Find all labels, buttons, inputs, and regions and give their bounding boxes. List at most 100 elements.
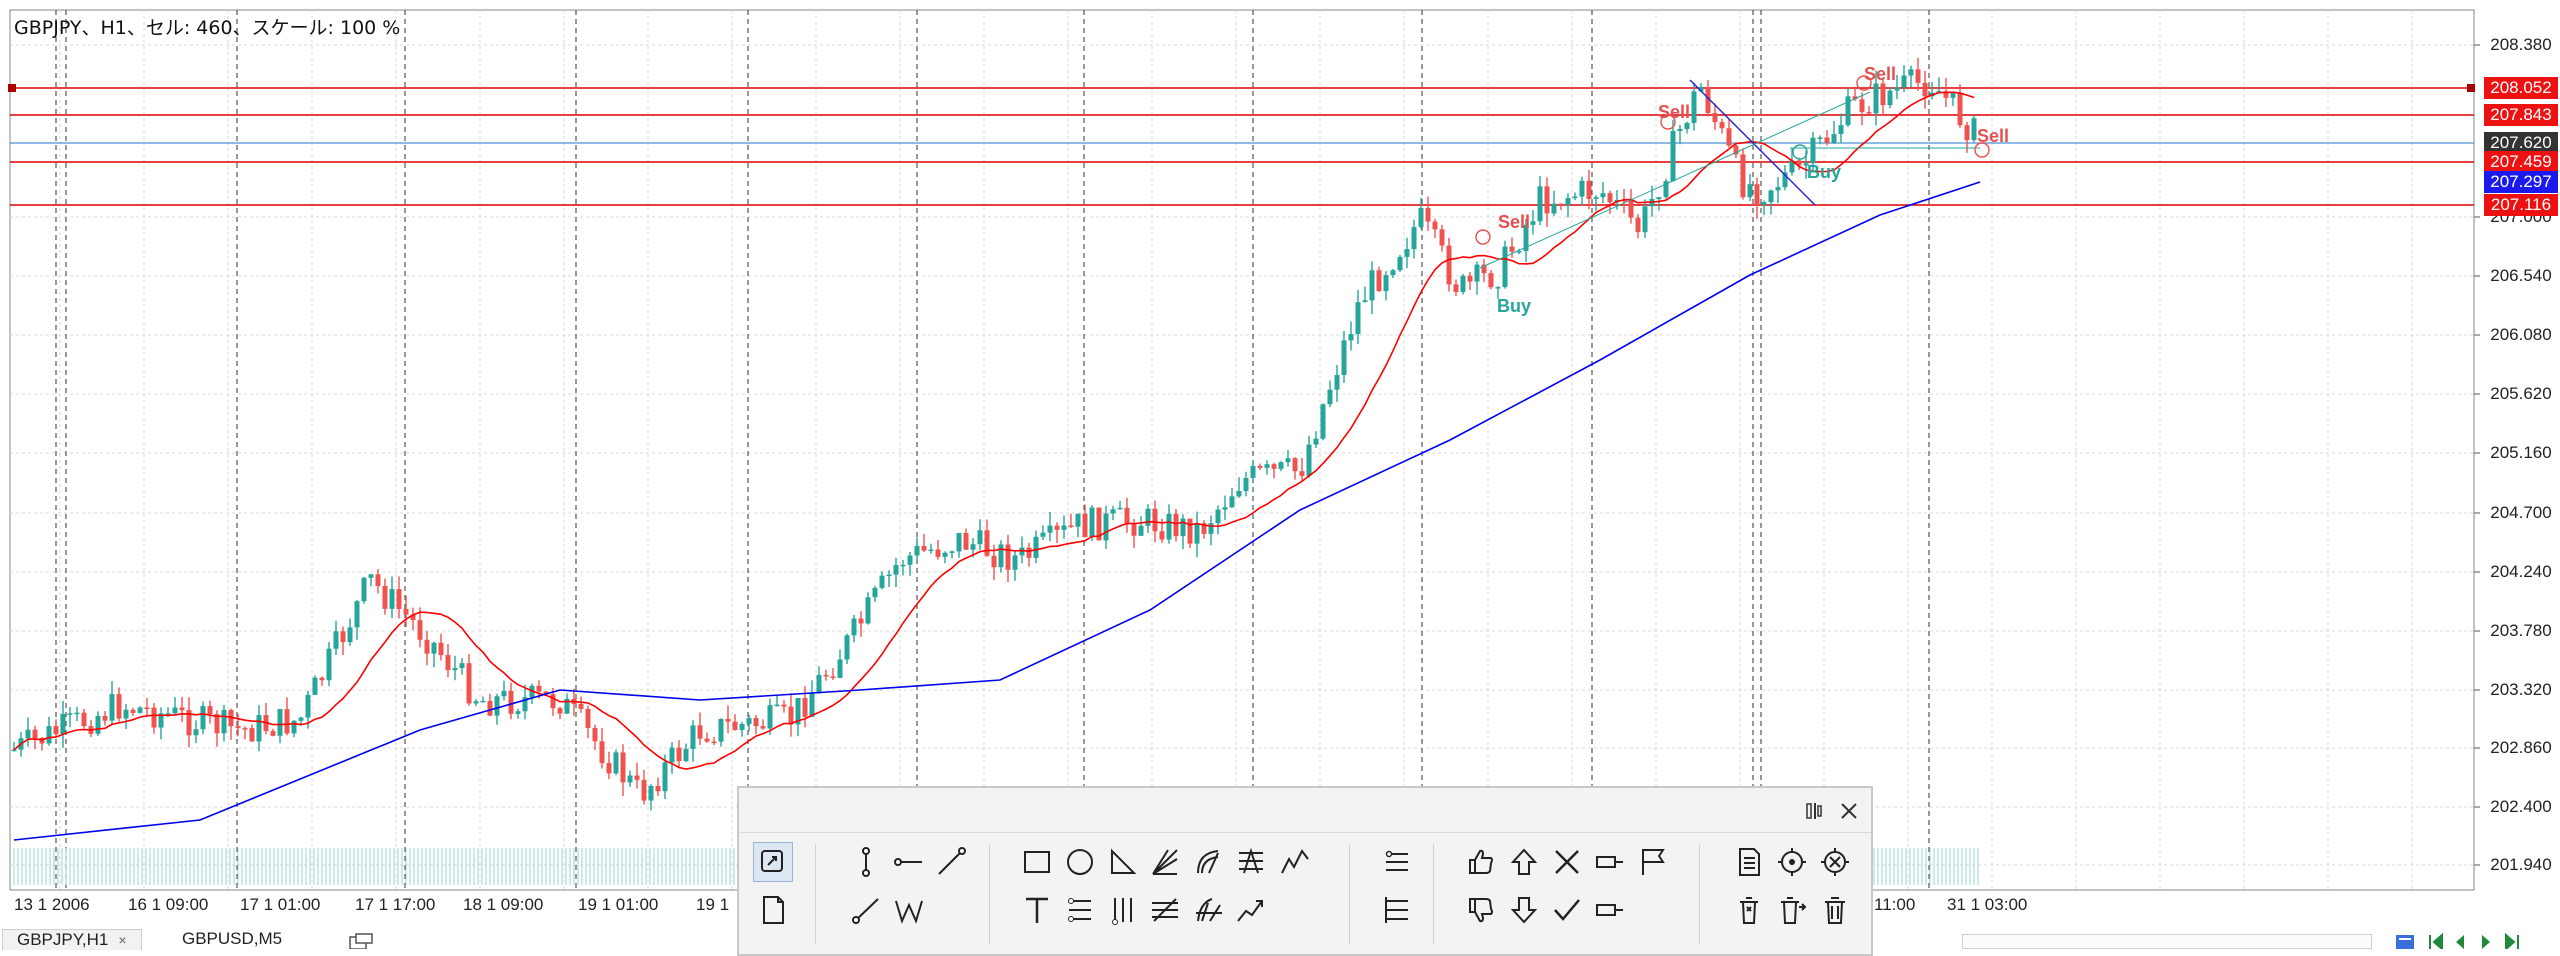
candle-body [522,697,528,712]
candle-body [46,726,52,744]
candle-body [1145,508,1151,526]
price-tick-label: 204.700 [2490,503,2552,522]
vertical-line-icon[interactable] [846,842,886,882]
trendline-icon[interactable] [931,842,971,882]
candle-body [1530,221,1536,225]
candle-body [900,564,906,567]
buy-signal-label: Buy [1497,296,1531,316]
thumbs-down-icon[interactable] [1461,890,1501,930]
price-tick-label: 201.940 [2490,855,2552,874]
candle-body [1481,264,1487,274]
tab-close-icon[interactable]: × [118,932,127,948]
fibonacci-time-icon[interactable] [1189,890,1229,930]
pitchfork-icon[interactable] [1103,890,1143,930]
price-label-right-icon[interactable] [1590,890,1630,930]
elliott-wave-icon[interactable] [1275,842,1315,882]
price-level-label: 207.297 [2484,171,2558,193]
rectangle-icon[interactable] [1017,842,1057,882]
target-cross-icon[interactable] [1815,842,1855,882]
candle-body [823,674,829,677]
crosshair-select-icon[interactable] [753,842,793,882]
candle-body [739,724,745,730]
tab-gbpjpy-h1[interactable]: GBPJPY,H1 × [2,929,142,950]
template-doc-icon[interactable] [1729,842,1769,882]
candle-body [676,747,682,762]
page-icon[interactable] [753,890,793,930]
candle-body [1208,523,1214,534]
candle-body [508,690,514,714]
candle-body [921,546,927,551]
candle-body [165,713,171,715]
candle-body [1768,190,1774,203]
price-label-left-icon[interactable] [1590,842,1630,882]
candle-body [1551,203,1557,214]
triangle-icon[interactable] [1103,842,1143,882]
candle-body [291,720,297,734]
equidistant-channel-icon[interactable] [1060,890,1100,930]
trendline-up-1 [1479,91,1871,269]
arrow-down-icon[interactable] [1504,890,1544,930]
candle-body [984,530,990,556]
trash-icon[interactable] [1815,890,1855,930]
candle-body [1033,536,1039,558]
tab-gbpusd-m5[interactable]: GBPUSD,M5 [168,929,296,949]
channel-regression-icon[interactable] [1377,890,1417,930]
candle-body [851,618,857,636]
text-icon[interactable] [1017,890,1057,930]
price-tick-label: 203.780 [2490,621,2552,640]
wave-w-icon[interactable] [889,890,929,930]
candle-body [249,728,255,742]
candle-body [1334,374,1340,390]
trendline-angle-icon[interactable] [846,890,886,930]
candle-body [1467,275,1473,282]
horizontal-scrollbar[interactable] [1962,934,2372,949]
delete-all-icon[interactable] [1772,890,1812,930]
price-level-label: 207.459 [2484,151,2558,173]
candle-body [193,729,199,736]
flag-icon[interactable] [1632,842,1672,882]
time-tick-label: 19 1 [696,895,730,914]
time-tick-label: 13 1 2006 [14,895,90,914]
candle-body [1901,75,1907,88]
candle-body [893,565,899,575]
candle-body [1873,83,1879,114]
check-icon[interactable] [1547,890,1587,930]
candle-body [214,714,220,734]
ellipse-icon[interactable] [1060,842,1100,882]
candle-body [186,710,192,736]
fibonacci-fan-icon[interactable] [1145,842,1185,882]
toolbar-header[interactable] [739,788,1871,833]
target-icon[interactable] [1772,842,1812,882]
candle-body [277,709,283,736]
candle-body [1355,302,1361,335]
candle-body [1943,91,1949,98]
candle-body [235,726,241,729]
candle-body [1180,518,1186,537]
horizontal-line-icon[interactable] [889,842,929,882]
gann-fan-icon[interactable] [1231,842,1271,882]
channel-icon[interactable] [1377,842,1417,882]
candle-body [1348,334,1354,341]
arrow-markup-icon[interactable] [1231,890,1271,930]
candle-body [690,725,696,749]
candle-body [1040,532,1046,537]
candle-body [1754,184,1760,206]
chart-nav-controls[interactable] [2394,932,2560,952]
candle-body [1005,544,1011,570]
candle-body [459,663,465,669]
candle-body [557,708,563,714]
arrow-up-icon[interactable] [1504,842,1544,882]
fibonacci-retracement-icon[interactable] [1145,890,1185,930]
close-icon[interactable] [1834,796,1864,826]
new-tab-icon[interactable] [348,933,374,950]
drawing-toolbar[interactable] [737,786,1873,956]
pin-icon[interactable] [1799,796,1829,826]
thumbs-up-icon[interactable] [1461,842,1501,882]
delete-selected-icon[interactable] [1729,890,1769,930]
price-tick-label: 205.620 [2490,384,2552,403]
candle-body [1558,203,1564,206]
fibonacci-arc-icon[interactable] [1189,842,1229,882]
cross-icon[interactable] [1547,842,1587,882]
candle-body [1656,197,1662,199]
